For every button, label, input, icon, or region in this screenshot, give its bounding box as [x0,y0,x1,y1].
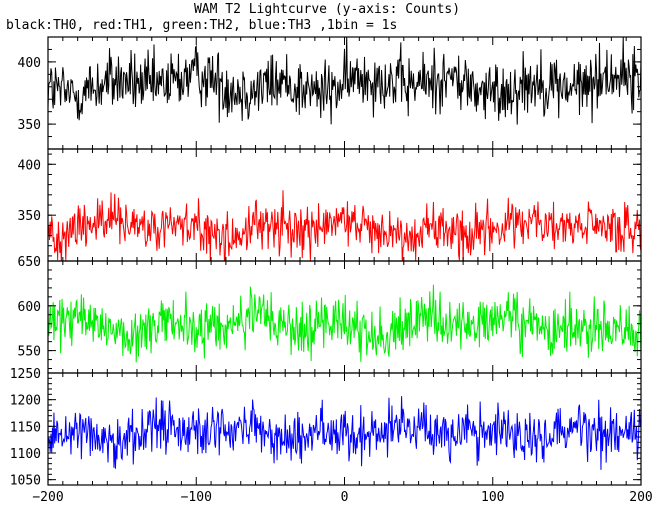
y-tick-label: 1100 [10,447,41,462]
series-line-th3 [48,396,641,470]
x-tick-label: 200 [629,490,652,505]
y-tick-label: 1200 [10,394,41,409]
panel-frame-th1 [48,149,641,261]
y-tick-label: 550 [18,345,41,360]
y-tick-label: 400 [18,158,41,173]
series-line-th2 [48,285,641,363]
y-tick-label: 1150 [10,420,41,435]
y-tick-label: 600 [18,300,41,315]
y-tick-label: 1050 [10,474,41,489]
x-tick-label: −200 [32,490,63,505]
y-tick-label: 350 [18,209,41,224]
x-tick-label: 0 [341,490,349,505]
series-line-th0 [48,35,641,125]
y-tick-label: 350 [18,118,41,133]
y-tick-label: 1250 [10,367,41,382]
y-tick-label: 650 [18,255,41,270]
y-tick-label: 400 [18,56,41,71]
x-tick-label: 100 [481,490,504,505]
x-tick-label: −100 [181,490,212,505]
